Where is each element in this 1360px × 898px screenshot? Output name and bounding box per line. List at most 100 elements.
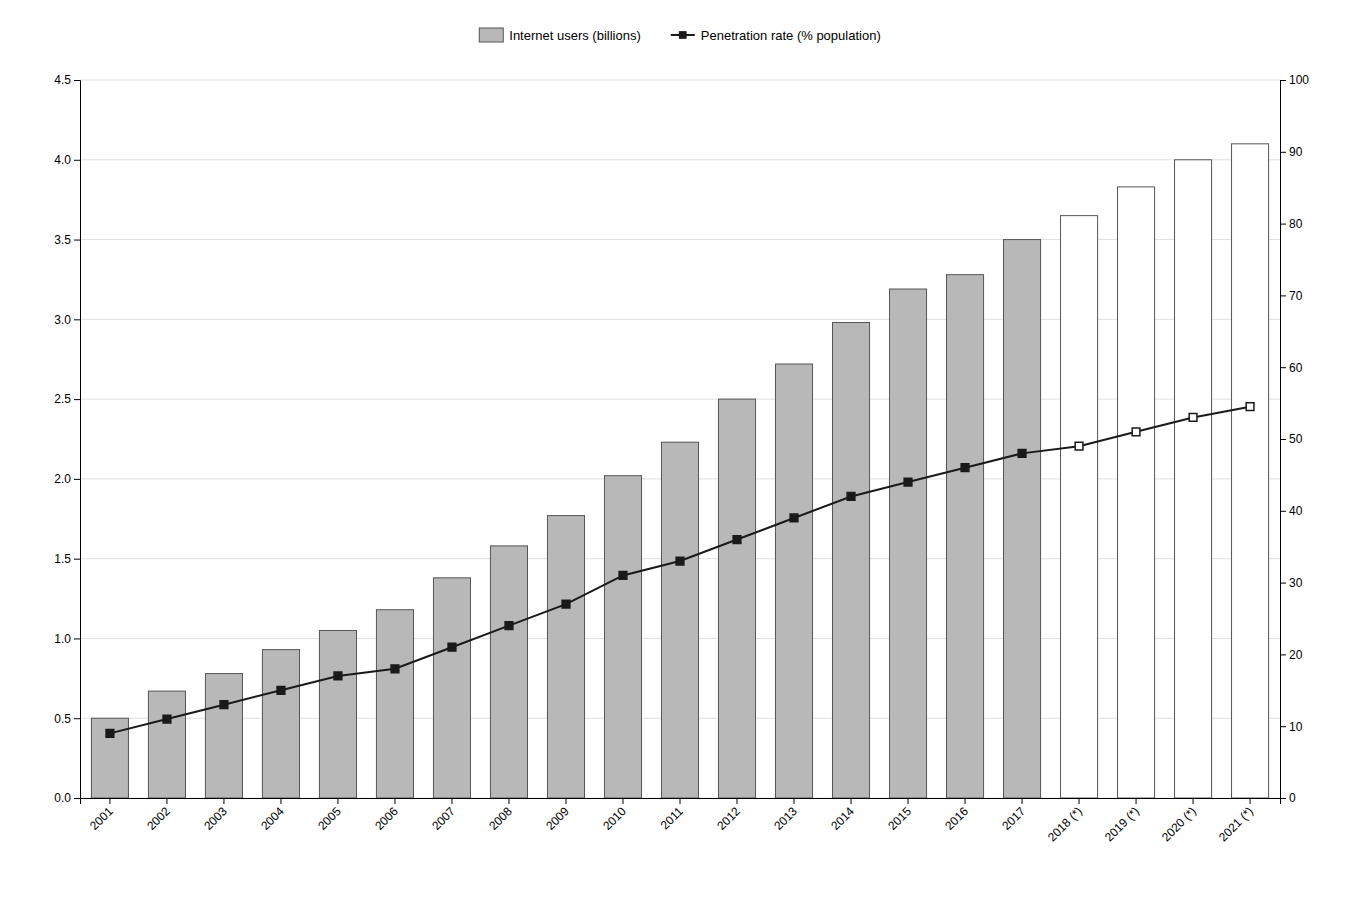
- tick-label: 90: [1289, 145, 1303, 159]
- tick-mark: [1280, 224, 1286, 225]
- tick-label: 2003: [201, 804, 230, 833]
- tick-label: 2012: [714, 804, 743, 833]
- marker: [1075, 442, 1083, 450]
- tick: 3.0: [54, 313, 80, 327]
- tick-mark: [74, 160, 80, 161]
- bar: [1004, 240, 1041, 798]
- tick: 60: [1280, 361, 1303, 375]
- y2-axis: 0102030405060708090100: [1280, 73, 1309, 805]
- tick-mark: [1280, 583, 1286, 584]
- plot: 2001200220032004200520062007200820092010…: [54, 73, 1309, 844]
- tick-mark: [794, 798, 795, 804]
- tick: 2012: [714, 798, 743, 833]
- tick-mark: [1280, 367, 1286, 368]
- tick-mark: [1136, 798, 1137, 804]
- tick-label: 70: [1289, 289, 1303, 303]
- tick-mark: [508, 798, 509, 804]
- tick: 90: [1280, 145, 1303, 159]
- tick-mark: [1193, 798, 1194, 804]
- tick-label: 60: [1289, 361, 1303, 375]
- marker: [106, 730, 114, 738]
- tick-mark: [1250, 798, 1251, 804]
- tick: 50: [1280, 432, 1303, 446]
- tick-mark: [74, 80, 80, 81]
- tick: 2009: [543, 798, 572, 833]
- tick: 2019 (*): [1102, 798, 1142, 844]
- bar: [604, 476, 641, 798]
- tick-mark: [109, 798, 110, 804]
- grid-line: [80, 319, 1280, 320]
- marker: [1018, 449, 1026, 457]
- tick: 80: [1280, 217, 1303, 231]
- tick-mark: [1280, 798, 1286, 799]
- tick-label: 2009: [543, 804, 572, 833]
- line: [110, 407, 1250, 734]
- tick-label: 2005: [315, 804, 344, 833]
- tick: 20: [1280, 648, 1303, 662]
- tick-mark: [1280, 80, 1286, 81]
- tick-mark: [1079, 798, 1080, 804]
- tick: 2010: [600, 798, 629, 833]
- tick-mark: [908, 798, 909, 804]
- tick-label: 0.0: [54, 791, 71, 805]
- tick-mark: [1280, 726, 1286, 727]
- tick: 2016: [942, 798, 971, 833]
- tick: 2006: [372, 798, 401, 833]
- tick-label: 100: [1289, 73, 1309, 87]
- marker: [562, 600, 570, 608]
- tick: 1.5: [54, 552, 80, 566]
- tick: 2.0: [54, 472, 80, 486]
- tick: 2011: [658, 798, 686, 832]
- tick-label: 1.5: [54, 552, 71, 566]
- tick-mark: [394, 798, 395, 804]
- tick-label: 2004: [258, 804, 287, 833]
- legend-label: Internet users (billions): [509, 28, 641, 43]
- marker: [790, 514, 798, 522]
- marker: [277, 686, 285, 694]
- legend-item: Internet users (billions): [479, 28, 641, 43]
- tick: 2021 (*): [1216, 798, 1256, 844]
- marker: [619, 572, 627, 580]
- tick-mark: [74, 240, 80, 241]
- line-series: [106, 403, 1254, 737]
- tick-mark: [1022, 798, 1023, 804]
- tick-label: 2013: [771, 804, 800, 833]
- bar: [832, 323, 869, 798]
- bar: [1118, 187, 1155, 798]
- axis-line: [81, 799, 1281, 805]
- grid-line: [80, 239, 1280, 240]
- tick-label: 50: [1289, 432, 1303, 446]
- tick-mark: [622, 798, 623, 804]
- bar: [205, 674, 242, 798]
- tick-label: 2015: [885, 804, 914, 833]
- marker: [1246, 403, 1254, 411]
- tick-mark: [223, 798, 224, 804]
- legend-marker: [679, 31, 687, 39]
- tick: 2015: [885, 798, 914, 833]
- tick-label: 2019 (*): [1102, 804, 1142, 844]
- tick: 30: [1280, 576, 1303, 590]
- marker: [391, 665, 399, 673]
- tick-label: 80: [1289, 217, 1303, 231]
- tick-mark: [337, 798, 338, 804]
- tick: 2017: [999, 798, 1028, 833]
- tick-mark: [737, 798, 738, 804]
- tick-label: 4.5: [54, 73, 71, 87]
- tick-mark: [74, 559, 80, 560]
- tick: 10: [1280, 720, 1303, 734]
- marker: [676, 557, 684, 565]
- tick: 2007: [429, 798, 458, 833]
- tick-label: 3.5: [54, 233, 71, 247]
- tick-label: 2008: [486, 804, 515, 833]
- grid-line: [80, 80, 1280, 81]
- bar: [319, 630, 356, 798]
- tick-label: 4.0: [54, 153, 71, 167]
- tick: 70: [1280, 289, 1303, 303]
- tick: 0.5: [54, 712, 80, 726]
- tick-label: 2001: [87, 804, 116, 833]
- tick: 4.0: [54, 153, 80, 167]
- tick-label: 2.5: [54, 392, 71, 406]
- tick-label: 2006: [372, 804, 401, 833]
- marker: [220, 701, 228, 709]
- tick: 4.5: [54, 73, 80, 87]
